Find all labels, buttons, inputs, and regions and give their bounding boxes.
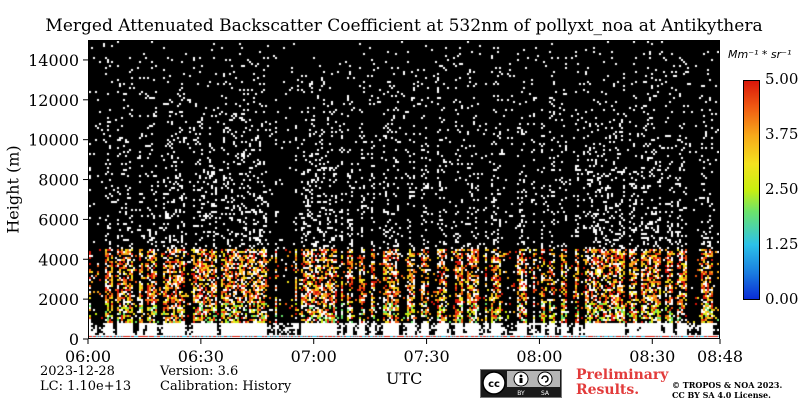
x-tick-label: 06:30 xyxy=(178,347,224,366)
colorbar-tick-label: 5.00 xyxy=(765,70,799,88)
y-tick-label: 12000 xyxy=(28,91,79,110)
colorbar-unit: Mm⁻¹ * sr⁻¹ xyxy=(728,48,792,61)
x-tick-label: 07:30 xyxy=(404,347,450,366)
x-tick-label: 08:30 xyxy=(629,347,675,366)
copyright-notice: © TROPOS & NOA 2023. CC BY SA 4.0 Licens… xyxy=(672,380,782,400)
version-label: Version: 3.6 xyxy=(160,364,239,379)
cc-sa-label: SA xyxy=(541,390,550,397)
x-tick-label: 08:00 xyxy=(516,347,562,366)
x-tick-label: 06:00 xyxy=(65,347,111,366)
plot-area xyxy=(88,40,720,339)
chart-title: Merged Attenuated Backscatter Coefficien… xyxy=(45,16,763,36)
svg-text:cc: cc xyxy=(488,379,500,390)
calibration-label: Calibration: History xyxy=(160,379,292,394)
cc-license-logo: cc BY SA xyxy=(480,369,562,398)
colorbar xyxy=(743,80,760,300)
cc-by-sa-icon: cc BY SA xyxy=(481,370,561,397)
preliminary-line1: Preliminary xyxy=(576,367,669,383)
preliminary-line2: Results. xyxy=(576,382,640,398)
y-tick-label: 4000 xyxy=(38,250,79,269)
copyright-line1: © TROPOS & NOA 2023. xyxy=(672,380,783,390)
colorbar-tick-label: 1.25 xyxy=(765,235,799,253)
y-tick-label: 10000 xyxy=(28,131,79,150)
y-tick-label: 2000 xyxy=(38,290,79,309)
y-tick-label: 14000 xyxy=(28,51,79,70)
y-axis-label: Height (m) xyxy=(3,145,23,234)
colorbar-tick-label: 0.00 xyxy=(765,290,799,308)
x-tick-label: 07:00 xyxy=(291,347,337,366)
y-tick-label: 0 xyxy=(69,330,79,349)
cc-by-label: BY xyxy=(517,390,525,397)
copyright-line2: CC BY SA 4.0 License. xyxy=(672,390,771,400)
x-axis-label: UTC xyxy=(386,369,423,388)
date-label: 2023-12-28 xyxy=(40,364,115,379)
colorbar-tick-label: 2.50 xyxy=(765,180,799,198)
x-axis: 06:00 06:30 07:00 07:30 08:00 08:30 08:48 xyxy=(65,339,743,366)
y-tick-label: 8000 xyxy=(38,171,79,190)
y-axis: 0 2000 4000 6000 8000 10000 12000 14000 xyxy=(28,51,88,349)
y-tick-label: 6000 xyxy=(38,210,79,229)
backscatter-heatmap xyxy=(89,41,719,338)
lc-label: LC: 1.10e+13 xyxy=(40,379,132,394)
x-tick-label: 08:48 xyxy=(697,347,743,366)
preliminary-notice: Preliminary Results. xyxy=(576,368,668,398)
colorbar-tick-label: 3.75 xyxy=(765,125,799,143)
